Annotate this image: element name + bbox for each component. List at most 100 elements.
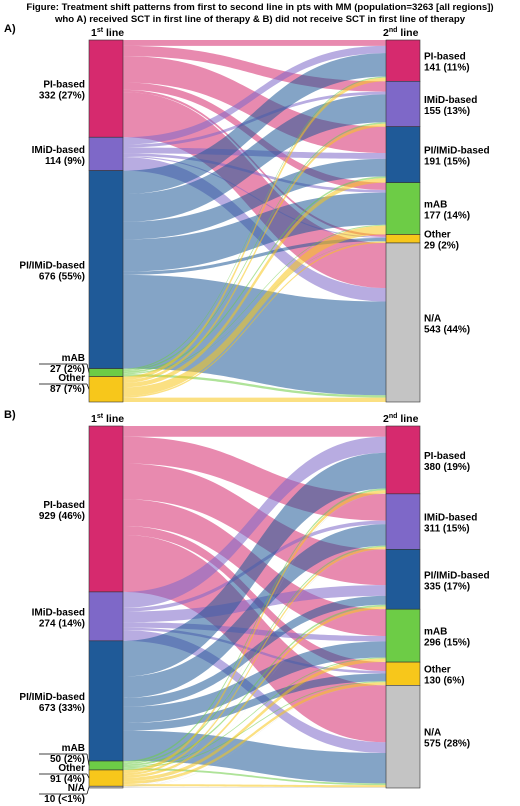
first-line-header: 1st line: [91, 413, 124, 425]
flow-pi-imid-based-to-imid-based: [123, 94, 386, 222]
target-node-pi-based: [385, 39, 421, 82]
flow-pi-imid-based-to-pi-based: [123, 53, 386, 195]
source-label-value: 50 (2%): [50, 754, 85, 765]
source-label-name: PI-based: [43, 500, 85, 511]
flow-group: [123, 426, 386, 788]
target-label-name: Other: [424, 229, 451, 240]
target-label-name: PI-based: [424, 451, 466, 462]
target-label-value: 130 (6%): [424, 676, 465, 687]
flow-other-to-other: [123, 682, 386, 785]
flow-mab-to-pi-imid-based: [123, 604, 386, 767]
flow-other-to-n-a: [123, 784, 386, 788]
source-label-value: 27 (2%): [50, 364, 85, 375]
flow-mab-to-pi-based: [123, 76, 386, 370]
source-label-name: PI/IMiD-based: [19, 692, 85, 703]
target-label-name: Other: [424, 665, 451, 676]
flow-n-a-to-pi-imid-based: [123, 609, 386, 787]
source-label-value: 673 (33%): [39, 703, 85, 714]
target-node-imid-based: [385, 80, 421, 127]
target-node-mab: [385, 608, 421, 663]
source-node-pi-imid-based: [88, 170, 124, 369]
target-node-pi-imid-based: [385, 549, 421, 610]
flow-n-a-to-n-a: [123, 787, 386, 788]
source-node-imid-based: [88, 591, 124, 642]
source-label-value: 676 (55%): [39, 272, 85, 283]
target-node-n-a: [385, 685, 421, 789]
flow-imid-based-to-pi-based: [123, 45, 386, 145]
flow-pi-imid-based-to-other: [123, 673, 386, 731]
source-node-other: [88, 769, 124, 787]
target-label-value: 575 (28%): [424, 739, 470, 750]
flow-pi-based-to-mab: [123, 82, 386, 190]
source-node-pi-imid-based: [88, 640, 124, 762]
leader-line: [86, 787, 90, 795]
flow-mab-to-mab: [123, 657, 386, 768]
target-label-value: 335 (17%): [424, 581, 470, 592]
source-node-pi-based: [88, 39, 124, 138]
flow-other-to-pi-based: [123, 77, 386, 381]
target-label-name: N/A: [424, 728, 441, 739]
leader-line: [86, 753, 90, 766]
source-label-value: 274 (14%): [39, 618, 85, 629]
second-line-header: 2nd line: [383, 413, 419, 425]
flow-other-to-mab: [123, 658, 386, 782]
source-label-n-a: N/A10 (<1%): [39, 783, 90, 805]
target-label-value: 177 (14%): [424, 211, 470, 222]
target-label-name: PI-based: [424, 52, 466, 63]
flow-mab-to-imid-based: [123, 122, 386, 372]
flow-n-a-to-other: [123, 685, 386, 788]
flow-mab-to-n-a: [123, 768, 386, 786]
source-node-n-a: [88, 785, 124, 789]
target-node-pi-based: [385, 425, 421, 495]
flow-mab-to-other: [123, 681, 386, 769]
source-node-mab: [88, 760, 124, 771]
source-label-name: IMiD-based: [32, 145, 85, 156]
flow-pi-imid-based-to-pi-based: [123, 452, 386, 677]
leader-line: [86, 383, 90, 390]
flow-mab-to-imid-based: [123, 545, 386, 765]
source-node-other: [88, 376, 124, 403]
flow-other-to-pi-imid-based: [123, 178, 386, 388]
target-label-name: IMiD-based: [424, 95, 477, 106]
flow-other-to-pi-based: [123, 490, 386, 774]
flow-imid-based-to-pi-based: [123, 436, 386, 608]
target-label-value: 155 (13%): [424, 106, 470, 117]
first-line-header: 1st line: [91, 27, 124, 39]
target-node-other: [385, 661, 421, 686]
flow-n-a-to-imid-based: [123, 549, 386, 787]
panel-label: B): [4, 409, 16, 421]
flow-other-to-imid-based: [123, 547, 386, 776]
source-label-name: Other: [58, 373, 85, 384]
source-label-value: 87 (7%): [50, 384, 85, 395]
target-label-value: 311 (15%): [424, 524, 470, 535]
flow-other-to-pi-imid-based: [123, 606, 386, 778]
flow-pi-imid-based-to-mab: [123, 641, 386, 723]
flow-pi-imid-based-to-other: [123, 237, 386, 275]
source-node-mab: [88, 368, 124, 377]
source-label-name: IMiD-based: [32, 607, 85, 618]
target-node-pi-imid-based: [385, 126, 421, 183]
target-node-imid-based: [385, 493, 421, 550]
flow-mab-to-pi-based: [123, 488, 386, 763]
target-node-n-a: [385, 242, 421, 403]
figure-title-line-2: who A) received SCT in first line of the…: [54, 14, 466, 25]
flow-pi-based-to-pi-based: [123, 426, 386, 437]
flow-pi-imid-based-to-mab: [123, 192, 386, 272]
target-label-name: mAB: [424, 200, 447, 211]
